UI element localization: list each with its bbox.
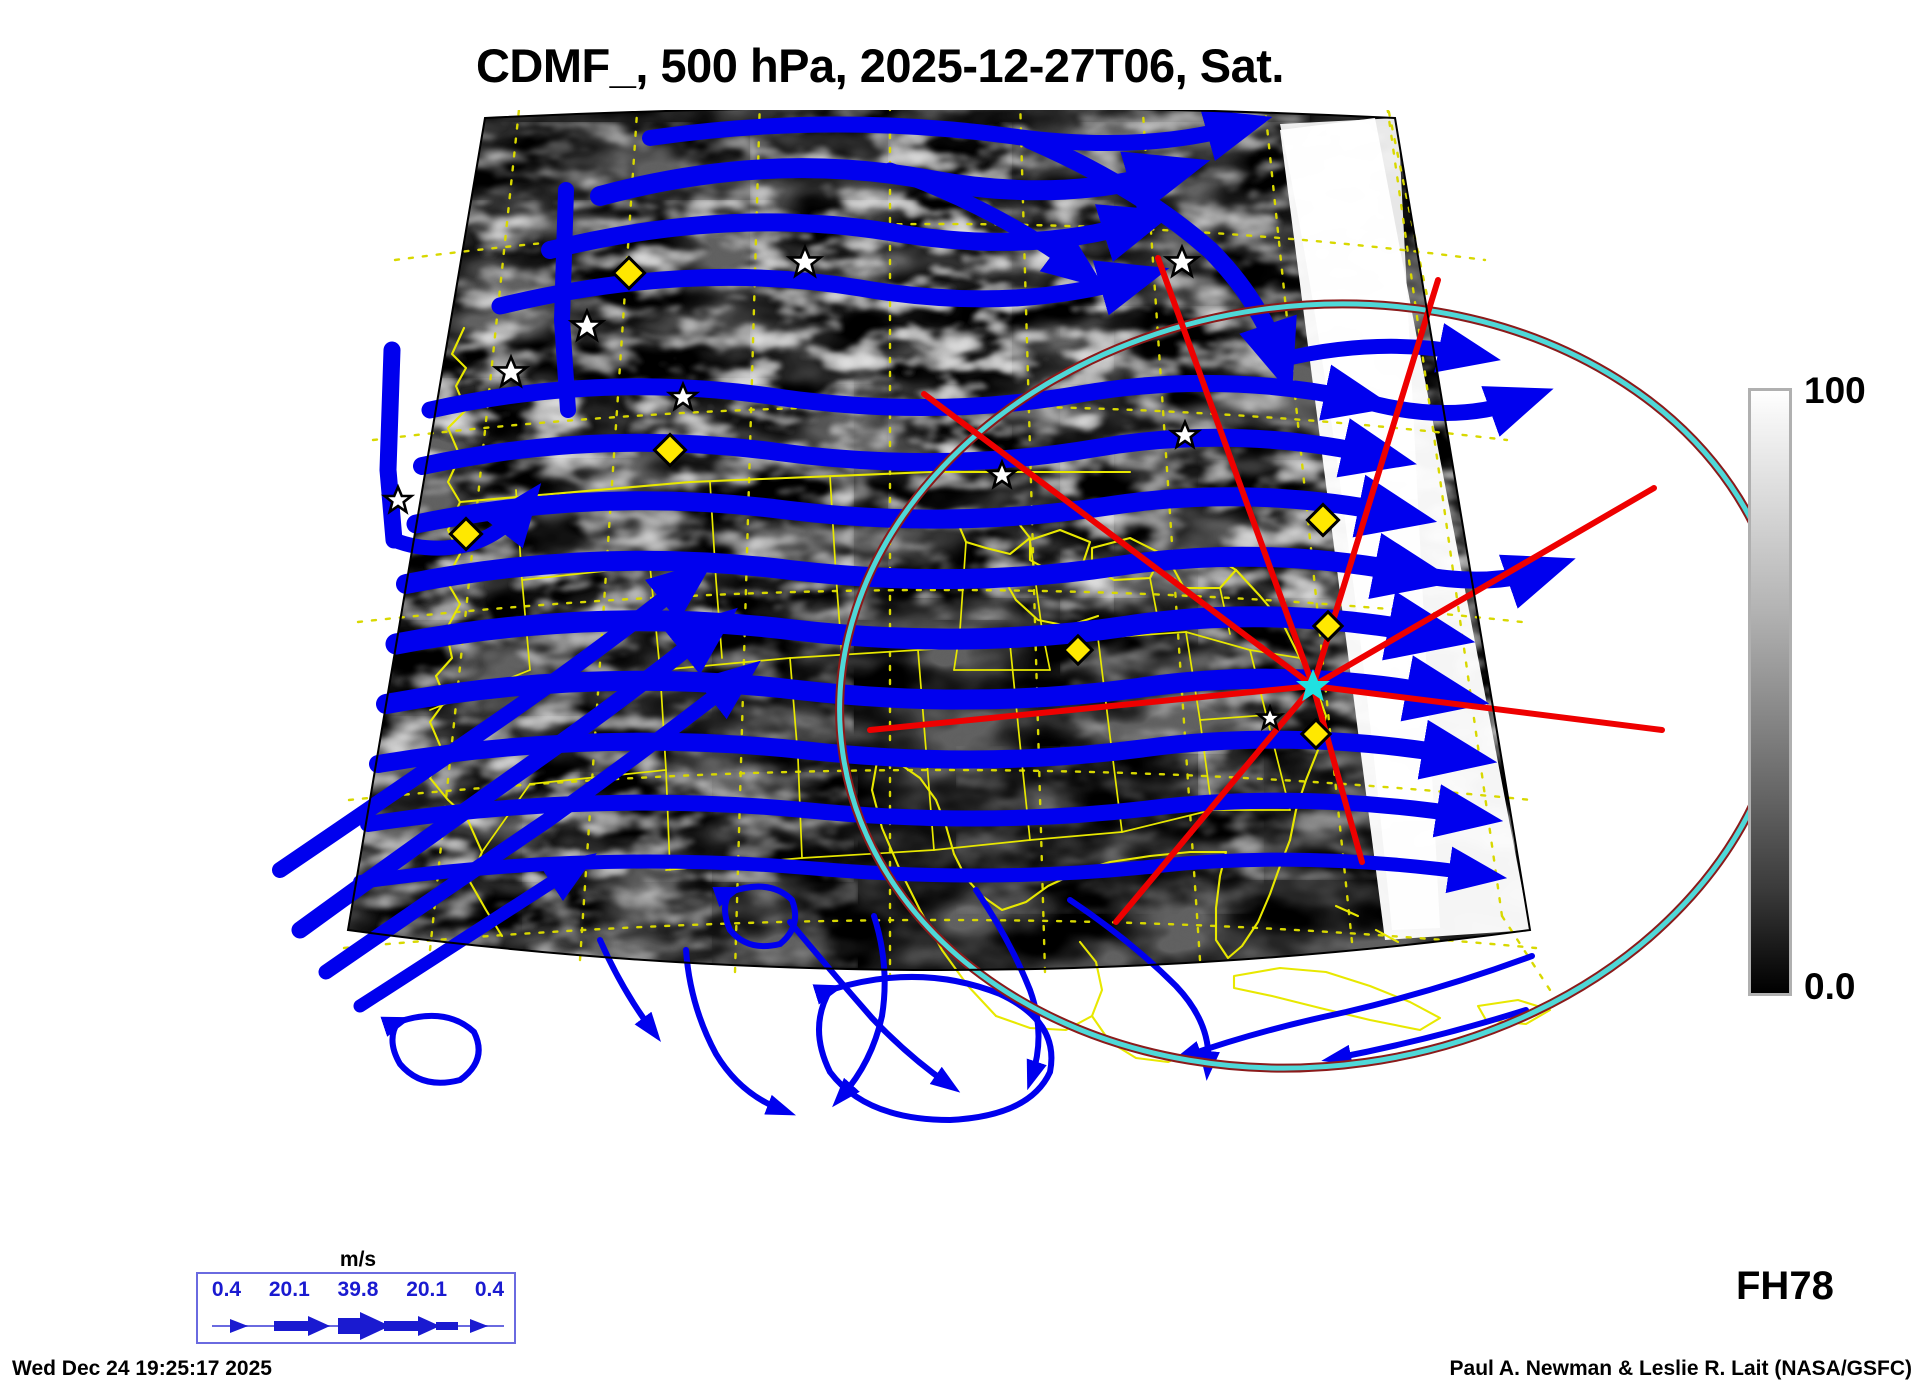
center-star-marker: [1296, 669, 1330, 702]
page-title: CDMF_, 500 hPa, 2025-12-27T06, Sat.: [475, 39, 1285, 92]
wind-key-value-3: 39.8: [337, 1278, 379, 1301]
range-ring: [835, 299, 1750, 1073]
wind-key-value-4: 20.1: [406, 1278, 448, 1301]
wind-key-values: 0.4 20.1 39.8 20.1 0.4: [198, 1278, 518, 1302]
star-markers-layer: [380, 243, 1286, 732]
wind-key-value-5: 0.4: [474, 1278, 505, 1301]
wind-speed-key: m/s 0.4 20.1 39.8 20.1 0.4: [196, 1248, 518, 1344]
colorbar-gradient: [1748, 388, 1792, 996]
wind-key-arrow-scale: [212, 1312, 504, 1340]
wind-key-value-1: 0.4: [211, 1278, 242, 1301]
map-boundary: [346, 110, 1532, 971]
radial-lines-layer: [867, 255, 1665, 925]
colorbar[interactable]: 100 0.0: [1748, 370, 1866, 1007]
wind-key-unit-label: m/s: [339, 1248, 377, 1271]
map-svg[interactable]: [130, 110, 1750, 1230]
streamline-layer: [272, 110, 1576, 1123]
author-credit: Paul A. Newman & Leslie R. Lait (NASA/GS…: [1449, 1357, 1912, 1380]
wind-key-value-2: 20.1: [268, 1278, 310, 1301]
diamond-markers-layer: [448, 255, 1345, 751]
generation-timestamp: Wed Dec 24 19:25:17 2025: [12, 1357, 272, 1380]
map-panel[interactable]: [130, 110, 1750, 1230]
forecast-hour-label: FH78: [1736, 1264, 1834, 1308]
colorbar-min-label: 0.0: [1804, 966, 1856, 1007]
colorbar-max-label: 100: [1804, 370, 1866, 411]
